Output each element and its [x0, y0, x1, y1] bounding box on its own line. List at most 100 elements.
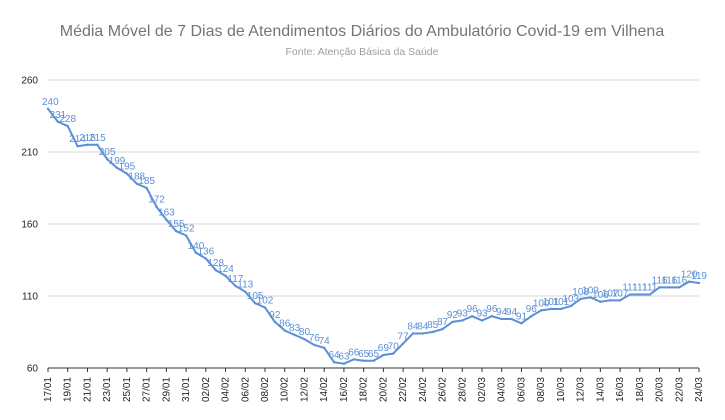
data-label: 215: [89, 133, 106, 144]
data-point: [56, 120, 60, 123]
data-point: [332, 361, 336, 364]
data-label: 86: [279, 319, 291, 330]
data-label: 111: [632, 283, 648, 294]
data-label: 66: [348, 347, 360, 358]
data-label: 63: [338, 352, 350, 363]
data-point: [470, 314, 474, 318]
x-tick-label: 10/03: [556, 377, 567, 402]
x-tick-label: 04/02: [221, 377, 232, 402]
x-tick-label: 08/02: [260, 377, 271, 402]
data-label: 172: [148, 195, 165, 206]
data-label: 155: [168, 219, 185, 230]
x-tick-label: 06/03: [516, 377, 527, 402]
data-label: 76: [309, 333, 321, 344]
data-point: [194, 251, 198, 254]
x-tick-label: 16/02: [339, 377, 350, 402]
data-label: 140: [188, 241, 205, 252]
data-point: [204, 257, 208, 260]
data-label: 188: [128, 172, 145, 183]
data-label: 205: [99, 147, 116, 158]
data-point: [648, 293, 651, 296]
x-tick-label: 12/02: [299, 377, 310, 402]
data-point: [392, 352, 395, 355]
data-label: 136: [197, 247, 214, 258]
data-point: [76, 145, 79, 148]
x-axis-ticks: 17/01 19/01 21/01 23/01 25/01 27/01 29/01 31/01…: [43, 368, 705, 402]
data-label: 109: [582, 285, 599, 296]
data-point: [480, 319, 484, 322]
x-tick-label: 17/01: [43, 377, 54, 402]
data-point: [362, 359, 365, 362]
data-point: [313, 343, 316, 347]
x-tick-label: 25/01: [122, 377, 133, 402]
data-label: 214: [69, 134, 86, 145]
data-label: 116: [661, 275, 677, 286]
data-label: 215: [79, 133, 96, 144]
data-label: 92: [269, 310, 281, 321]
data-label: 65: [368, 349, 380, 360]
data-point: [658, 286, 661, 289]
data-label: 128: [207, 258, 224, 269]
data-label: 107: [612, 288, 629, 299]
data-point: [175, 230, 178, 233]
data-label: 152: [178, 224, 195, 235]
data-point: [638, 293, 642, 296]
data-label: 83: [289, 323, 301, 334]
x-tick-label: 23/01: [102, 377, 113, 402]
gridlines: [48, 79, 699, 369]
data-point: [224, 274, 227, 278]
data-label: 231: [50, 110, 67, 121]
data-label: 69: [378, 343, 390, 354]
y-tick-label: 160: [21, 220, 38, 231]
data-point: [609, 299, 612, 302]
data-label: 185: [138, 176, 155, 187]
x-tick-label: 29/01: [161, 377, 172, 402]
data-point: [569, 304, 572, 308]
data-label: 64: [328, 350, 340, 361]
y-tick-label: 60: [27, 364, 39, 375]
x-tick-label: 31/01: [181, 377, 192, 402]
data-point: [628, 293, 632, 296]
data-point: [461, 319, 464, 322]
data-label: 87: [437, 317, 449, 328]
data-label: 100: [533, 298, 550, 309]
data-label: 96: [467, 304, 479, 315]
data-label: 80: [299, 327, 311, 338]
data-point: [500, 317, 503, 321]
data-point: [382, 353, 385, 357]
chart-subtitle: Fonte: Atenção Básica da Saúde: [286, 46, 439, 58]
data-label: 84: [407, 321, 419, 332]
data-label: 101: [553, 297, 570, 308]
data-label: 74: [319, 336, 331, 347]
data-label: 77: [398, 332, 410, 343]
data-label: 91: [516, 311, 528, 322]
data-point: [234, 284, 237, 288]
data-label: 111: [642, 283, 658, 294]
data-point: [165, 218, 168, 221]
x-tick-label: 22/02: [398, 377, 409, 402]
y-tick-label: 260: [21, 76, 38, 87]
data-point: [184, 234, 188, 237]
data-point: [352, 358, 355, 361]
x-tick-label: 28/02: [457, 377, 468, 402]
data-point: [293, 333, 296, 337]
data-label: 108: [572, 287, 589, 298]
x-tick-label: 19/01: [63, 377, 74, 402]
data-point: [46, 107, 50, 111]
data-point: [687, 280, 691, 283]
data-label: 84: [417, 321, 429, 332]
x-tick-label: 24/02: [418, 377, 429, 402]
data-point: [342, 362, 346, 365]
data-label: 92: [447, 310, 459, 321]
data-point: [263, 306, 267, 309]
data-label: 93: [457, 308, 469, 319]
x-tick-label: 20/03: [655, 377, 666, 402]
data-point: [115, 166, 119, 170]
data-label: 116: [671, 275, 687, 286]
data-point: [66, 124, 69, 128]
data-labels: 2402312282142152152051991951881851721631…: [42, 97, 707, 363]
y-tick-label: 210: [21, 148, 38, 159]
data-point: [86, 143, 89, 146]
data-label: 101: [543, 297, 560, 308]
